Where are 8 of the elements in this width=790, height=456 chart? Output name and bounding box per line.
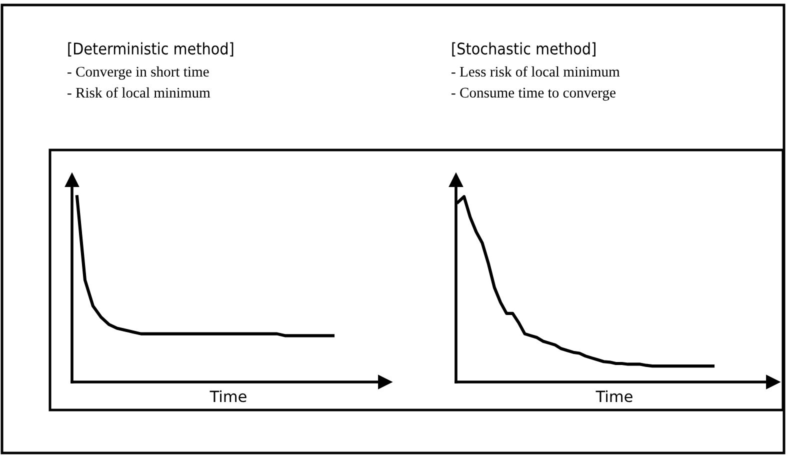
chart-title: [Deterministic method] bbox=[68, 42, 234, 57]
text: - Converge in short time bbox=[68, 66, 209, 80]
text: - Consume time to converge bbox=[452, 88, 616, 101]
x-axis-title: Time bbox=[210, 390, 246, 402]
x-axis-title: Time bbox=[596, 390, 632, 402]
chart-title: [Stochastic method] bbox=[452, 42, 596, 57]
text: - Risk of local minimum bbox=[68, 87, 210, 98]
text: - Less risk of local minimum bbox=[452, 66, 620, 77]
